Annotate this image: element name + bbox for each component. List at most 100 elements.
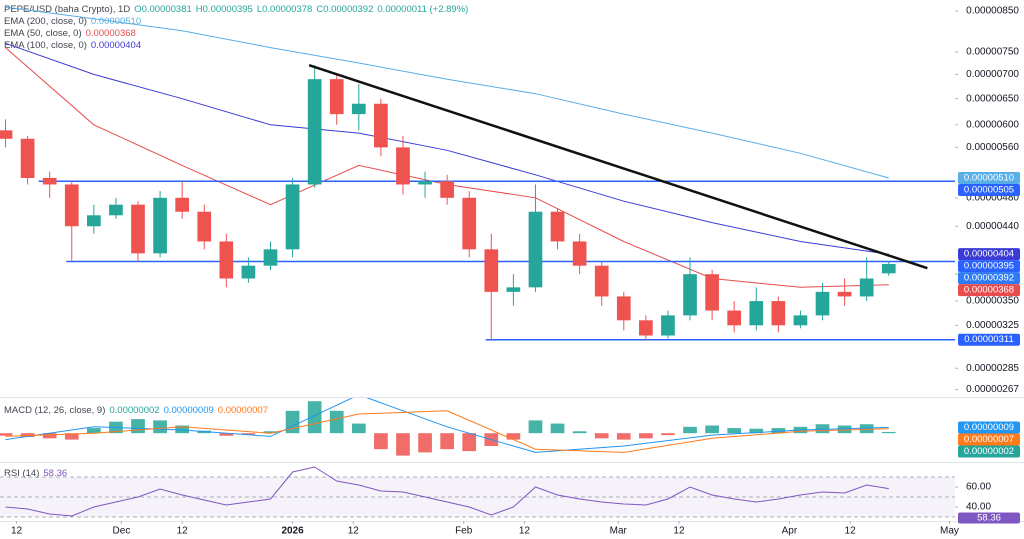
candle-body [329, 79, 344, 115]
main-legend: PEPE/USD (baha Crypto), 1D O0.00000381 H0.… [4, 4, 468, 15]
y-tick-label: 0.00000325 [966, 320, 1019, 331]
y-tick-label: 0.00000560 [966, 142, 1019, 153]
price-badge-label: 0.00000404 [964, 249, 1014, 260]
macd-histogram-bar [0, 433, 13, 436]
candle-body [727, 310, 742, 326]
legend-value: 0.00000510 [91, 16, 141, 27]
price-badge-label: 0.00000311 [964, 334, 1014, 345]
price-badge-label: 0.00000007 [964, 434, 1014, 445]
macd-histogram-bar [506, 433, 521, 440]
macd-histogram-bar [396, 433, 410, 456]
legend-value: 0.00000009 [164, 405, 214, 416]
y-tick-label: 0.00000480 [966, 192, 1019, 203]
pane [0, 6, 955, 341]
macd-histogram-bar [616, 433, 631, 440]
legend-title: PEPE/USD (baha Crypto), 1D [4, 4, 130, 15]
macd-histogram-bar [351, 423, 366, 434]
candle-body [351, 103, 366, 115]
candle-body [109, 204, 123, 216]
y-tick-label: 60.00 [966, 482, 991, 493]
candle-body [506, 287, 521, 292]
macd-histogram-bar [550, 423, 565, 434]
macd-histogram-bar [263, 431, 278, 434]
candle-body [528, 211, 543, 288]
candle-body [307, 79, 322, 185]
ema-legend: EMA (200, close, 0) 0.00000510 [4, 16, 141, 27]
y-tick-label: 0.00000267 [966, 384, 1019, 395]
macd-histogram-bar [64, 433, 79, 440]
candle-body [815, 291, 830, 316]
y-tick-label: 0.00000850 [966, 6, 1019, 17]
x-tick-label: 12 [845, 526, 857, 537]
candle-body [175, 197, 190, 212]
candle-body [20, 138, 35, 178]
macd-histogram-bar [749, 428, 764, 434]
candle-body [42, 177, 57, 185]
price-badge [958, 171, 1020, 184]
legend-value: 0.00000368 [86, 28, 136, 39]
price-badge-label: 0.00000505 [964, 184, 1014, 195]
candle-body [462, 197, 477, 250]
rsi-line [5, 466, 889, 517]
macd-histogram-bar [594, 433, 609, 439]
legend-high: H0.00000395 [196, 4, 253, 15]
x-tick-label: Dec [113, 526, 131, 537]
candle-body [197, 211, 212, 242]
legend-name: EMA (100, close, 0) [4, 40, 87, 51]
candle-body [241, 265, 256, 279]
trendline [308, 64, 928, 270]
ema-legend: EMA (100, close, 0) 0.00000404 [4, 40, 141, 51]
x-tick-label: 12 [673, 526, 685, 537]
rsi-legend: RSI (14) 58.36 [4, 468, 67, 479]
macd-line [5, 410, 889, 453]
macd-histogram-bar [705, 425, 719, 434]
candle-body [131, 204, 145, 254]
macd-histogram-bar [86, 428, 101, 434]
macd-histogram-bar [683, 426, 697, 434]
candle-body [705, 274, 719, 311]
legend-close: C0.00000392 [316, 4, 373, 15]
macd-histogram-bar [639, 433, 653, 439]
x-tick-label: 12 [519, 526, 531, 537]
macd-histogram-bar [175, 425, 190, 434]
macd-histogram-bar [727, 428, 742, 434]
x-tick-label: 12 [348, 526, 360, 537]
price-badge-label: 0.00000510 [964, 172, 1014, 183]
price-badge [958, 512, 1020, 524]
candle-body [263, 249, 278, 266]
ema-legend: EMA (50, close, 0) 0.00000368 [4, 28, 136, 39]
price-badge-label: 58.36 [977, 513, 1001, 524]
macd-histogram-bar [153, 420, 167, 434]
x-tick-label: 2026 [281, 526, 304, 537]
price-badge [958, 260, 1020, 273]
legend-value: 58.36 [43, 468, 67, 479]
ema-line [5, 6, 889, 179]
pane [0, 398, 896, 456]
legend-value: 0.00000002 [109, 405, 159, 416]
macd-histogram-bar [528, 420, 543, 434]
candle-body [396, 147, 410, 185]
macd-histogram-bar [329, 410, 344, 434]
price-badge-label: 0.00000395 [964, 261, 1014, 272]
price-badge [958, 248, 1020, 261]
candle-body [484, 249, 499, 292]
pane [0, 466, 955, 518]
price-badge [958, 284, 1020, 297]
candle-body [572, 241, 587, 266]
macd-histogram-bar [42, 433, 57, 439]
macd-histogram-bar [572, 431, 587, 434]
y-tick-label: 0.00000700 [966, 69, 1019, 80]
ema-line [5, 42, 889, 255]
candle-body [793, 315, 808, 326]
legend-title: MACD (12, 26, close, 9) [4, 405, 105, 416]
y-tick-label: 0.00000440 [966, 221, 1019, 232]
macd-histogram-bar [815, 424, 830, 434]
price-badge [958, 445, 1020, 458]
macd-histogram-bar [837, 425, 852, 434]
y-tick-label: 0.00000285 [966, 363, 1019, 374]
x-tick-label: 12 [11, 526, 23, 537]
candle-body [859, 278, 874, 297]
